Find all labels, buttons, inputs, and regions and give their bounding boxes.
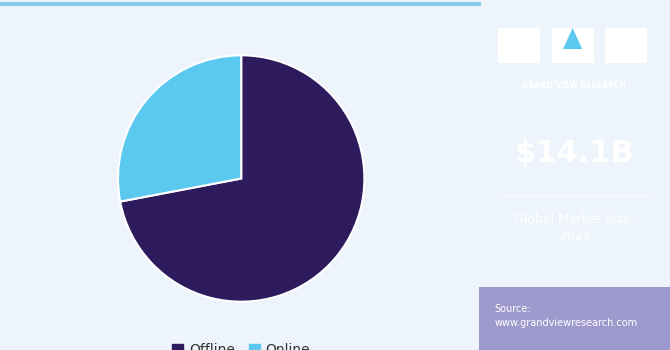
Wedge shape: [118, 55, 241, 202]
FancyBboxPatch shape: [479, 287, 670, 350]
Polygon shape: [563, 28, 582, 49]
Text: Source:
www.grandviewresearch.com: Source: www.grandviewresearch.com: [494, 304, 637, 328]
FancyBboxPatch shape: [605, 28, 647, 63]
Text: Global Market Size,
2024: Global Market Size, 2024: [514, 214, 635, 244]
FancyBboxPatch shape: [551, 28, 594, 63]
FancyBboxPatch shape: [498, 28, 540, 63]
Text: $14.1B: $14.1B: [515, 140, 634, 168]
Wedge shape: [120, 55, 364, 302]
Legend: Offline, Online: Offline, Online: [167, 337, 316, 350]
Text: GRAND VIEW RESEARCH: GRAND VIEW RESEARCH: [523, 80, 626, 90]
